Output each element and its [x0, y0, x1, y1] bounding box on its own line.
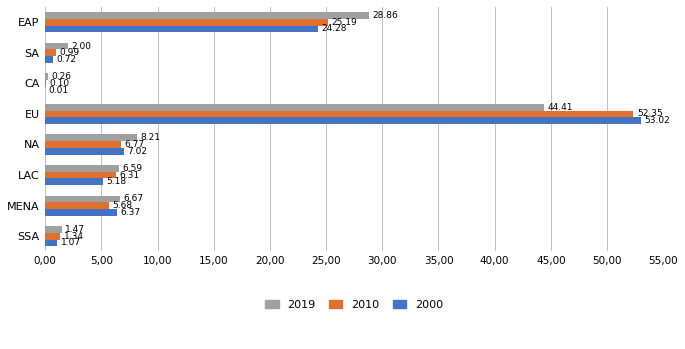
Text: 0.10: 0.10	[49, 79, 70, 88]
Text: 6.77: 6.77	[125, 140, 145, 149]
Text: 0.01: 0.01	[49, 86, 68, 95]
Text: 6.59: 6.59	[123, 164, 142, 173]
Bar	[45, 104, 544, 111]
Bar	[45, 19, 328, 25]
Text: 6.37: 6.37	[120, 208, 140, 217]
Bar	[45, 195, 120, 202]
Text: 28.86: 28.86	[373, 11, 399, 20]
Text: 6.31: 6.31	[119, 171, 140, 179]
Bar	[45, 111, 634, 117]
Text: 1.34: 1.34	[64, 232, 84, 241]
Bar	[45, 73, 48, 80]
Text: 0.99: 0.99	[60, 48, 79, 57]
Text: 24.28: 24.28	[321, 24, 347, 34]
Bar	[45, 25, 318, 32]
Bar	[45, 50, 56, 56]
Text: 44.41: 44.41	[547, 103, 573, 112]
Text: 0.72: 0.72	[57, 55, 77, 64]
Bar	[45, 80, 47, 87]
Bar	[45, 134, 138, 141]
Bar	[45, 43, 68, 50]
Text: 7.02: 7.02	[127, 147, 147, 156]
Bar	[45, 165, 119, 172]
Bar	[45, 209, 116, 216]
Bar	[45, 178, 103, 185]
Text: 6.67: 6.67	[123, 194, 144, 203]
Bar	[45, 117, 641, 124]
Text: 5.68: 5.68	[112, 201, 132, 210]
Bar	[45, 141, 121, 148]
Bar	[45, 226, 62, 233]
Text: 8.21: 8.21	[140, 133, 161, 142]
Text: 5.18: 5.18	[107, 177, 127, 186]
Legend: 2019, 2010, 2000: 2019, 2010, 2000	[261, 295, 447, 314]
Text: 52.35: 52.35	[637, 109, 662, 118]
Bar	[45, 172, 116, 178]
Text: 2.00: 2.00	[71, 42, 91, 51]
Bar	[45, 233, 60, 239]
Bar	[45, 202, 109, 209]
Bar	[45, 12, 369, 19]
Text: 0.26: 0.26	[51, 72, 71, 81]
Text: 1.07: 1.07	[60, 238, 81, 247]
Bar	[45, 148, 124, 155]
Text: 1.47: 1.47	[65, 225, 85, 234]
Text: 53.02: 53.02	[645, 116, 670, 125]
Text: 25.19: 25.19	[332, 18, 358, 27]
Bar	[45, 239, 57, 246]
Bar	[45, 56, 53, 63]
